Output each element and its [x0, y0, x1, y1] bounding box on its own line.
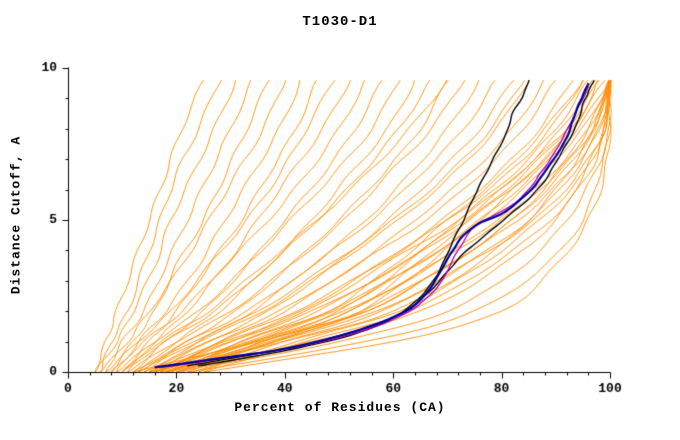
chart-title: T1030-D1 — [302, 14, 378, 30]
y-axis-label: Distance Cutoff, A — [8, 135, 24, 295]
x-axis-label: Percent of Residues (CA) — [234, 400, 446, 415]
